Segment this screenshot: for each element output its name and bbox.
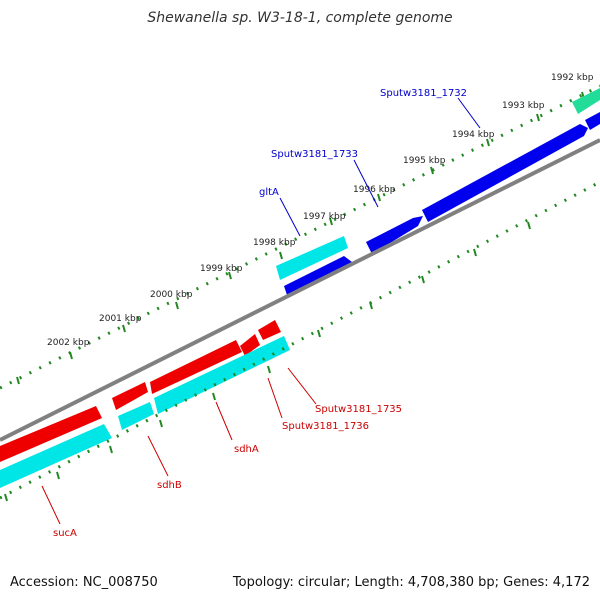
gene-feature-red-4 [240, 334, 260, 356]
genome-backbone [0, 138, 600, 442]
accession-text: Accession: NC_008750 [10, 575, 158, 590]
gene-label-sputw3181-1732: Sputw3181_1732 [380, 88, 467, 99]
outer-ruler-dots [0, 84, 600, 390]
tick-label-2002: 2002 kbp [47, 338, 90, 348]
topology-text: Topology: circular; Length: 4,708,380 bp… [232, 575, 590, 590]
gene-feature-green [572, 88, 600, 114]
map-title: Shewanella sp. W3-18-1, complete genome [147, 10, 453, 26]
gene-label-sputw3181-1735: Sputw3181_1735 [315, 404, 402, 415]
inner-major-ticks [4, 221, 531, 502]
gene-label-sputw3181-1736: Sputw3181_1736 [282, 421, 369, 432]
tick-label-2001: 2001 kbp [99, 314, 142, 324]
tick-label-1993: 1993 kbp [502, 101, 545, 111]
gene-feature-blue-2 [366, 216, 423, 254]
tick-label-1998: 1998 kbp [253, 238, 296, 248]
gene-feature-cyan-2 [118, 402, 154, 430]
gene-feature-red-5 [258, 320, 281, 340]
gene-feature-blue-4 [585, 112, 600, 130]
minus-label-leaders [41, 367, 317, 525]
tick-label-1996: 1996 kbp [353, 185, 396, 195]
gene-feature-red-3 [150, 340, 242, 394]
gene-label-suca: sucA [53, 528, 77, 539]
gene-feature-cyan-3 [154, 336, 290, 414]
gene-feature-cyan-gltA [276, 236, 348, 280]
tick-label-1997: 1997 kbp [303, 212, 346, 222]
tick-label-2000: 2000 kbp [150, 290, 193, 300]
tick-label-1995: 1995 kbp [403, 156, 446, 166]
gene-feature-red-1 [0, 406, 102, 462]
tick-label-1999: 1999 kbp [200, 264, 243, 274]
gene-label-sputw3181-1733: Sputw3181_1733 [271, 149, 358, 160]
gene-label-glta: gltA [259, 187, 279, 198]
tick-label-1994: 1994 kbp [452, 130, 495, 140]
outer-major-ticks [16, 91, 585, 385]
gene-label-sdha: sdhA [234, 444, 259, 455]
gene-label-sdhb: sdhB [157, 480, 182, 491]
tick-label-1992: 1992 kbp [551, 73, 594, 83]
gene-feature-cyan-1 [0, 424, 112, 488]
gene-feature-blue-3 [422, 124, 588, 222]
plus-label-leaders [279, 97, 481, 237]
gene-feature-red-2 [112, 382, 148, 410]
inner-ruler-dots [0, 180, 600, 500]
